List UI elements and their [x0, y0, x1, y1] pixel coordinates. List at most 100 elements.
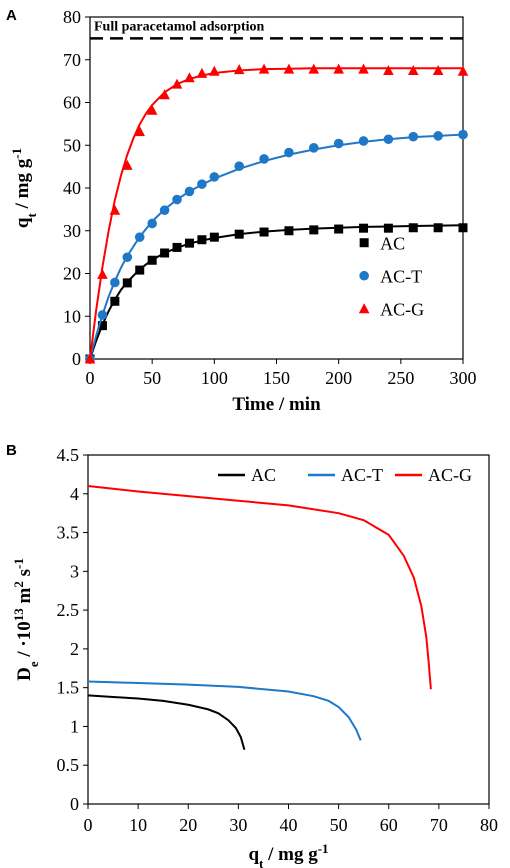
x-tick-label: 50: [330, 815, 348, 835]
y-tick-label: 2.5: [57, 600, 80, 620]
data-point-ac-t: [234, 161, 244, 171]
x-tick-label: 0: [86, 368, 95, 388]
data-point-ac-g: [171, 78, 183, 89]
x-tick-label: 50: [143, 368, 161, 388]
y-tick-label: 20: [63, 264, 81, 284]
panel-a-legend: AC AC-T AC-G: [358, 234, 424, 320]
data-point-ac: [184, 238, 194, 248]
x-tick-label: 40: [280, 815, 298, 835]
x-tick-label: 60: [380, 815, 398, 835]
data-point-ac-t: [197, 179, 207, 189]
data-point-ac: [209, 232, 219, 242]
legend-label-ac: AC: [251, 465, 276, 485]
y-tick-label: 2: [70, 639, 79, 659]
data-point-ac: [172, 242, 182, 252]
data-point-ac-t: [259, 154, 269, 164]
data-point-ac-g: [184, 72, 195, 83]
data-point-ac-g: [159, 89, 170, 100]
legend-label-ac-g: AC-G: [380, 300, 424, 320]
data-point-ac: [458, 223, 468, 233]
data-point-ac-g: [283, 63, 295, 74]
y-tick-label: 4.5: [57, 445, 80, 465]
x-tick-label: 70: [430, 815, 448, 835]
panel-b-series: [87, 485, 432, 750]
data-point-ac-g: [109, 204, 121, 215]
legend-label-ac: AC: [380, 234, 405, 254]
x-tick-label: 250: [387, 368, 414, 388]
data-point-ac-g: [358, 63, 369, 74]
x-tick-label: 100: [201, 368, 228, 388]
data-point-ac-t: [408, 131, 419, 142]
data-point-ac-g: [97, 268, 108, 279]
data-point-ac-g: [407, 64, 419, 75]
x-tick-label: 30: [229, 815, 247, 835]
legend-marker-ac-t: [359, 270, 369, 281]
data-point-ac: [135, 265, 145, 275]
y-tick-label: 1: [70, 716, 79, 736]
data-point-ac-g: [196, 67, 208, 78]
data-point-ac: [197, 235, 207, 245]
y-tick-label: 70: [63, 50, 81, 70]
data-point-ac: [110, 296, 120, 306]
series-ac-g: [84, 63, 469, 364]
y-tick-label: 0.5: [57, 755, 80, 775]
y-tick-label: 0: [72, 349, 81, 369]
data-point-ac-t: [122, 252, 133, 263]
series-line-ac-t: [87, 680, 362, 741]
x-tick-label: 80: [480, 815, 498, 835]
panel-a-series: [84, 63, 469, 364]
y-tick-label: 3.5: [57, 523, 80, 543]
data-point-ac-t: [172, 194, 182, 205]
data-point-ac: [284, 226, 294, 236]
data-point-ac-g: [146, 104, 158, 115]
data-point-ac-t: [110, 277, 120, 288]
y-tick-label: 40: [63, 178, 81, 198]
data-point-ac-t: [358, 136, 369, 146]
data-point-ac-t: [147, 218, 157, 229]
series-line-ac-g: [87, 485, 432, 690]
panel-a-axis-ticks: 0 50 100 150 200 250 300 0 10 20 30 40 50 60 70 80: [63, 7, 477, 388]
data-point-ac-g: [333, 63, 344, 74]
data-point-ac-g: [233, 64, 245, 75]
data-point-ac-t: [184, 186, 195, 197]
data-point-ac-t: [134, 232, 145, 242]
panel-b-letter: B: [6, 442, 17, 459]
data-point-ac-g: [258, 63, 270, 74]
data-point-ac-g: [84, 353, 96, 364]
panel-a-letter: A: [6, 7, 17, 24]
x-tick-label: 0: [84, 815, 93, 835]
data-point-ac: [160, 248, 170, 258]
data-point-ac-g: [383, 64, 394, 75]
data-point-ac-t: [333, 138, 344, 149]
data-point-ac: [309, 225, 319, 235]
data-point-ac-t: [97, 310, 108, 320]
data-point-ac-g: [457, 65, 469, 76]
y-tick-label: 80: [63, 7, 81, 27]
data-point-ac-g: [308, 63, 320, 74]
panel-a-y-axis-title: qt / mg g-1: [9, 148, 39, 228]
y-tick-label: 4: [70, 484, 79, 504]
panel-b-plot-frame: [87, 454, 490, 805]
y-tick-label: 0: [70, 794, 79, 814]
series-ac: [85, 223, 468, 364]
panel-b-y-axis-title: De / ·1013 m2 s-1: [11, 558, 41, 681]
series-ac-t: [85, 129, 468, 364]
panel-a-x-axis-title: Time / min: [232, 394, 321, 415]
data-point-ac-g: [134, 126, 146, 137]
data-point-ac: [259, 227, 269, 237]
data-point-ac: [383, 223, 393, 233]
panel-b-chart: B 0 10 20 30 40 50 60 70 8000.511.522.533.544.5 …: [6, 442, 498, 868]
x-tick-label: 20: [179, 815, 197, 835]
data-point-ac-g: [432, 64, 444, 75]
data-point-ac: [359, 223, 369, 233]
legend-marker-ac: [359, 238, 369, 248]
fit-line-ac: [89, 224, 464, 360]
legend-label-ac-g: AC-G: [428, 465, 472, 485]
data-point-ac-t: [433, 131, 443, 141]
y-tick-label: 30: [63, 221, 81, 241]
panel-a-chart: A 0 50 100 150 200 250 300 0 10 20 30 40 50 60 70 80 Fu…: [6, 7, 477, 415]
panel-b-legend: AC AC-T AC-G: [218, 465, 472, 485]
legend-marker-ac-g: [358, 303, 370, 314]
data-point-ac-t: [209, 172, 220, 182]
panel-b-x-axis-title: qt / mg g-1: [248, 841, 328, 868]
